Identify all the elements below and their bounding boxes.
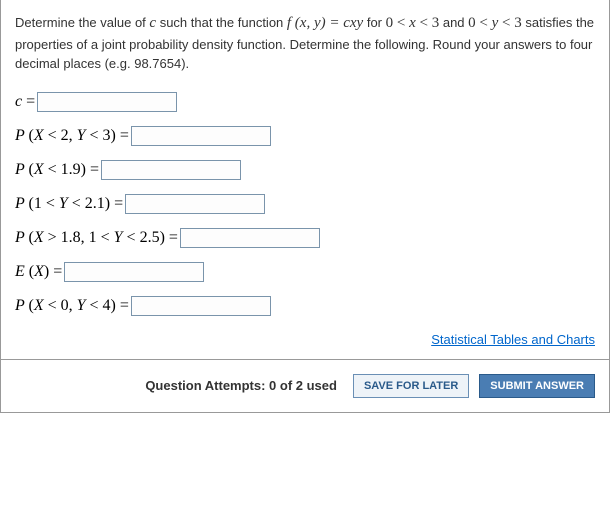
input-p5[interactable] (131, 296, 271, 316)
label-p5: P (X < 0, Y < 4) = (15, 297, 129, 315)
prompt-text: Determine the value of (15, 15, 149, 30)
save-for-later-button[interactable]: SAVE FOR LATER (353, 374, 469, 398)
input-p3[interactable] (125, 194, 265, 214)
label-p3: P (1 < Y < 2.1) = (15, 195, 123, 213)
answer-row-p3: P (1 < Y < 2.1) = (15, 194, 595, 214)
prompt-cond2: 0 < y < 3 (468, 15, 522, 31)
answer-row-ex: E (X) = (15, 262, 595, 282)
label-ex: E (X) = (15, 263, 62, 281)
prompt-and: and (439, 15, 468, 30)
prompt-cond1: 0 < x < 3 (386, 15, 440, 31)
answer-row-p4: P (X > 1.8, 1 < Y < 2.5) = (15, 228, 595, 248)
question-prompt: Determine the value of c such that the f… (15, 12, 595, 74)
submit-answer-button[interactable]: SUBMIT ANSWER (479, 374, 595, 398)
prompt-fxy: f (x, y) = cxy (287, 15, 363, 31)
footer-bar: Question Attempts: 0 of 2 used SAVE FOR … (0, 359, 610, 413)
input-p2[interactable] (101, 160, 241, 180)
answer-row-p1: P (X < 2, Y < 3) = (15, 126, 595, 146)
answer-row-p2: P (X < 1.9) = (15, 160, 595, 180)
attempts-text: Question Attempts: 0 of 2 used (145, 378, 337, 393)
label-p1: P (X < 2, Y < 3) = (15, 127, 129, 145)
input-p1[interactable] (131, 126, 271, 146)
input-p4[interactable] (180, 228, 320, 248)
answer-row-p5: P (X < 0, Y < 4) = (15, 296, 595, 316)
label-p2: P (X < 1.9) = (15, 161, 99, 179)
label-p4: P (X > 1.8, 1 < Y < 2.5) = (15, 229, 178, 247)
input-c[interactable] (37, 92, 177, 112)
input-ex[interactable] (64, 262, 204, 282)
prompt-text: such that the function (156, 15, 287, 30)
link-row: Statistical Tables and Charts (15, 332, 595, 347)
question-panel: Determine the value of c such that the f… (0, 0, 610, 360)
stat-tables-link[interactable]: Statistical Tables and Charts (431, 332, 595, 347)
answer-row-c: c = (15, 92, 595, 112)
label-c: c = (15, 93, 35, 111)
prompt-text: for (363, 15, 385, 30)
